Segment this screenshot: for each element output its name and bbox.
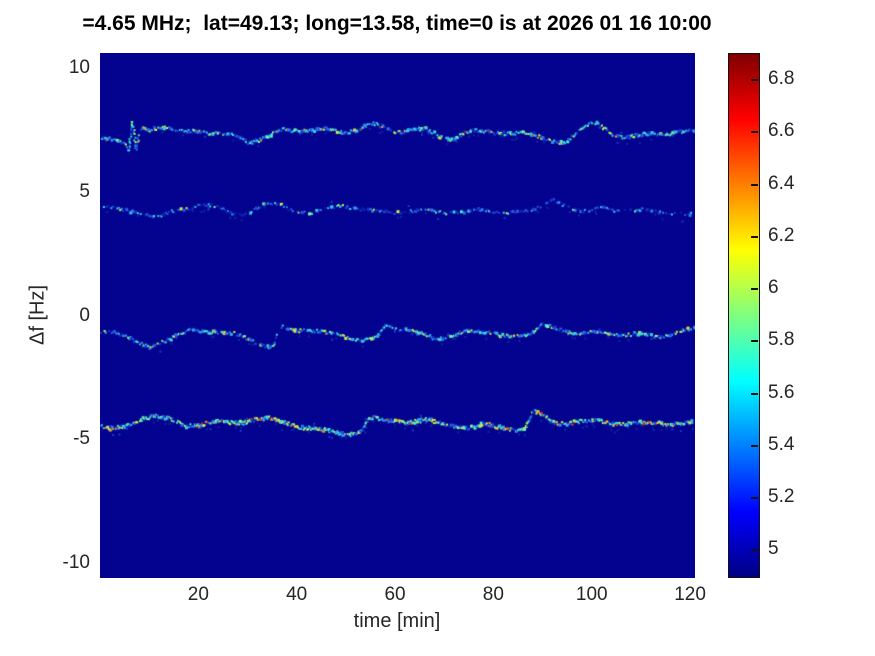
colorbar-tick-label: 5.6: [768, 381, 795, 403]
colorbar-tick-label: 6.6: [768, 120, 795, 142]
x-tick-label: 120: [674, 584, 706, 605]
y-tick-label: 0: [79, 304, 90, 326]
x-tick-label: 40: [286, 584, 308, 605]
colorbar-tick-label: 6: [768, 277, 779, 299]
x-tick-label: 60: [384, 584, 406, 605]
colorbar-tick: [751, 444, 758, 447]
colorbar-tick: [751, 340, 758, 343]
x-tick-label: 20: [187, 584, 209, 605]
colorbar-tick: [751, 235, 758, 238]
colorbar-tick: [751, 497, 758, 500]
y-tick-label: -5: [73, 428, 90, 450]
colorbar-tick: [751, 183, 758, 186]
x-tick-label: 100: [575, 584, 608, 605]
colorbar-tick-label: 5.4: [768, 433, 795, 455]
y-tick-label: -10: [62, 552, 90, 574]
y-tick-label: 10: [68, 56, 90, 78]
colorbar-tick-label: 5.8: [768, 329, 795, 351]
colorbar-tick: [751, 549, 758, 552]
colorbar-tick: [751, 79, 758, 82]
x-tick-label: 80: [482, 584, 504, 605]
figure-title: =4.65 MHz; lat=49.13; long=13.58, time=0…: [82, 12, 712, 35]
colorbar-tick-label: 5.2: [768, 486, 795, 508]
colorbar-tick-label: 6.4: [768, 172, 795, 194]
x-axis-label: time [min]: [353, 610, 441, 632]
colorbar-tick-label: 5: [768, 538, 779, 560]
colorbar-tick-label: 6.8: [768, 68, 795, 90]
spectrogram-plot: [100, 53, 695, 578]
y-tick-label: 5: [79, 180, 90, 202]
colorbar-tick: [751, 131, 758, 134]
colorbar-tick: [751, 392, 758, 395]
colorbar-tick-label: 6.2: [768, 224, 795, 246]
colorbar-tick: [751, 288, 758, 291]
colorbar: [728, 53, 760, 578]
